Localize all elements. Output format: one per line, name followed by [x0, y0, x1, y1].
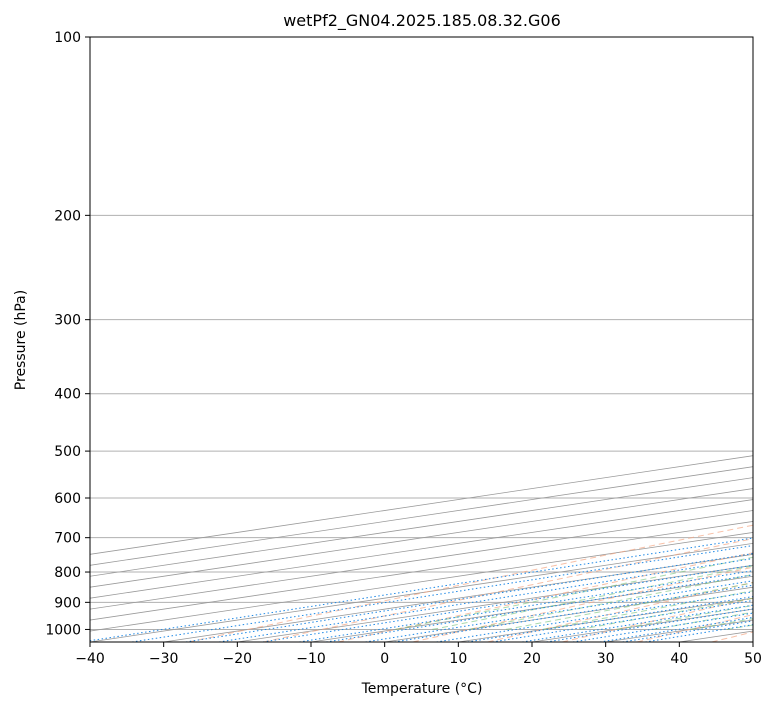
y-tick-label: 600	[54, 491, 81, 507]
mixing-ratio-line	[299, 570, 753, 642]
y-tick-label: 200	[54, 208, 81, 224]
isobar-grid	[90, 37, 753, 630]
isotherm-line	[90, 521, 753, 621]
x-axis-ticks: −40 −30 −20 −10 0 10 20 30 40 50	[75, 642, 762, 667]
isotherm-line	[752, 641, 753, 642]
isotherm-line	[90, 488, 753, 588]
y-tick-label: 700	[54, 531, 81, 547]
mixing-ratio-lines	[90, 537, 753, 642]
moist-adiabat-line	[469, 573, 753, 630]
moist-adiabat-line	[542, 590, 753, 630]
mixing-ratio-line	[262, 564, 753, 642]
isotherm-line	[531, 608, 753, 642]
mixing-ratio-line	[365, 580, 753, 642]
dry-adiabat-line	[562, 597, 753, 642]
dry-adiabat-line	[636, 614, 753, 642]
moist-adiabat-line	[653, 611, 753, 630]
isotherm-line	[90, 455, 753, 555]
mixing-ratio-line	[90, 537, 753, 642]
isotherm-line	[605, 619, 753, 642]
mixing-ratio-line	[131, 545, 753, 642]
isotherm-line	[679, 630, 753, 642]
mixing-ratio-line	[185, 553, 753, 642]
dry-adiabats	[188, 524, 753, 642]
dry-adiabat-line	[487, 581, 753, 642]
isotherm-line	[90, 532, 753, 632]
x-tick-label: 50	[744, 651, 762, 667]
y-tick-label: 900	[54, 595, 81, 611]
x-tick-label: 40	[670, 651, 688, 667]
isotherm-line	[310, 575, 753, 642]
x-tick-label: 20	[523, 651, 541, 667]
x-tick-label: 0	[380, 651, 389, 667]
mixing-ratio-line	[326, 574, 753, 642]
y-tick-label: 400	[54, 387, 81, 403]
x-tick-label: −10	[296, 651, 326, 667]
moist-adiabats	[395, 222, 775, 630]
dry-adiabat-line	[188, 524, 753, 642]
plot-frame	[89, 36, 754, 643]
isotherm-line	[90, 466, 753, 566]
y-axis-ticks: 100 200 300 400 500 600 700 800 900 1000	[45, 30, 90, 638]
moist-adiabat-line	[764, 222, 775, 630]
x-axis-label: Temperature (°C)	[361, 681, 483, 697]
isotherm-line	[458, 597, 753, 642]
plot-area: 0.10.20.40.611.52346810131620253036-100-…	[90, 37, 775, 642]
y-tick-label: 500	[54, 444, 81, 460]
isotherm-line	[90, 477, 753, 577]
y-tick-label: 1000	[45, 622, 81, 638]
y-axis-label: Pressure (hPa)	[13, 290, 29, 390]
isotherm-line	[90, 542, 753, 642]
isotherm-line	[90, 499, 753, 599]
dry-adiabat-line	[711, 631, 753, 642]
isotherm-line	[384, 586, 753, 642]
moist-adiabat-line	[616, 604, 753, 630]
y-tick-label: 100	[54, 30, 81, 46]
x-tick-label: 30	[597, 651, 615, 667]
x-tick-label: −40	[75, 651, 105, 667]
mixing-ratio-line	[218, 558, 753, 642]
isotherm-line	[90, 510, 753, 610]
x-tick-label: −20	[223, 651, 253, 667]
chart-title: wetPf2_GN04.2025.185.08.32.G06	[283, 11, 561, 31]
x-tick-label: 10	[449, 651, 467, 667]
dry-adiabat-line	[263, 538, 753, 642]
isotherm-grid	[90, 455, 753, 642]
x-tick-label: −30	[149, 651, 179, 667]
dry-adiabat-line	[412, 566, 753, 642]
y-tick-label: 800	[54, 565, 81, 581]
y-tick-label: 300	[54, 313, 81, 329]
